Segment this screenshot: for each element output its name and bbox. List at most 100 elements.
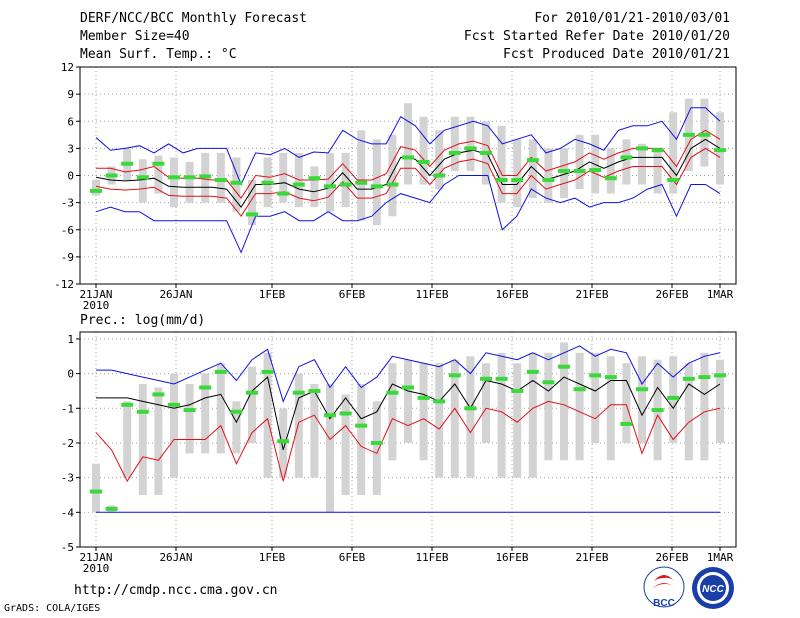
x-tick-label-prec: 1MAR — [707, 551, 734, 564]
median-marker-temp — [558, 168, 570, 173]
upper-line-temp — [96, 129, 721, 199]
median-marker-temp — [667, 178, 680, 183]
spread-box-prec — [154, 387, 163, 495]
median-marker-temp — [620, 155, 633, 160]
median-marker-temp — [682, 132, 695, 137]
x-tick-label-temp: 1MAR — [707, 288, 734, 301]
produced-date: Fcst Produced Date 2010/01/21 — [503, 47, 730, 62]
x-tick-label-temp: 6FEB — [339, 288, 366, 301]
spread-box-temp — [544, 148, 553, 203]
spread-box-temp — [92, 180, 100, 196]
median-marker-prec — [511, 388, 524, 393]
spread-box-prec — [466, 356, 475, 478]
y-tick-label-prec: 1 — [67, 333, 74, 346]
x-tick-label-prec: 21FEB — [575, 551, 608, 564]
median-marker-prec — [121, 402, 134, 407]
spread-box-prec — [435, 363, 444, 478]
median-marker-temp — [168, 175, 180, 180]
median-marker-prec — [292, 390, 305, 395]
x-tick-label-prec: 11FEB — [415, 551, 448, 564]
median-marker-temp — [542, 178, 555, 183]
spread-box-prec — [232, 401, 241, 454]
y-tick-label-temp: -9 — [61, 251, 74, 264]
grads-credit: GrADS: COLA/IGES — [4, 603, 101, 614]
median-marker-prec — [682, 376, 695, 381]
bcc-logo-icon: BCC — [643, 566, 685, 609]
spread-box-prec — [560, 342, 568, 461]
median-marker-prec — [230, 409, 243, 414]
median-marker-prec — [667, 395, 680, 400]
median-marker-prec — [417, 395, 430, 400]
spread-box-prec — [185, 384, 194, 454]
x-tick-label-temp: 26JAN — [159, 288, 192, 301]
median-marker-temp — [355, 180, 368, 185]
median-marker-temp — [573, 168, 586, 173]
spread-box-prec — [201, 373, 210, 454]
median-marker-temp — [698, 132, 711, 137]
x-tick-sublabel-temp: 2010 — [83, 299, 110, 312]
spread-box-temp — [216, 152, 225, 203]
spread-box-prec — [123, 401, 132, 478]
median-marker-prec — [480, 376, 492, 381]
spread-box-prec — [497, 352, 506, 478]
spread-box-temp — [419, 116, 428, 185]
start-date: Fcst Started Refer Date 2010/01/20 — [463, 29, 730, 44]
median-marker-prec — [168, 402, 180, 407]
median-marker-prec — [402, 385, 414, 390]
x-tick-label-prec: 16FEB — [495, 551, 528, 564]
median-marker-temp — [402, 155, 414, 160]
spread-box-prec — [591, 352, 600, 443]
y-tick-label-temp: 0 — [67, 170, 74, 183]
x-tick-label-prec: 6FEB — [339, 551, 366, 564]
y-tick-label-prec: -4 — [61, 506, 75, 519]
median-marker-temp — [121, 161, 134, 166]
spread-box-prec — [404, 359, 412, 443]
member-size: Member Size=40 — [80, 29, 190, 44]
median-marker-prec — [152, 392, 165, 397]
spread-box-temp — [404, 103, 412, 185]
y-tick-label-prec: -1 — [61, 402, 74, 415]
spread-box-temp — [528, 139, 537, 199]
median-marker-prec — [464, 406, 477, 411]
y-tick-label-temp: 3 — [67, 142, 74, 155]
y-tick-label-prec: -2 — [61, 437, 74, 450]
spread-box-temp — [669, 112, 678, 194]
ncc-logo-icon: NCC — [692, 567, 734, 609]
median-marker-temp — [105, 173, 118, 178]
spread-box-temp — [700, 98, 709, 167]
spread-box-temp — [497, 125, 506, 203]
spread-box-temp — [638, 143, 646, 185]
spread-box-temp — [138, 159, 147, 203]
median-marker-temp — [526, 158, 539, 163]
x-tick-label-temp: 1FEB — [259, 288, 286, 301]
x-tick-label-temp: 26FEB — [655, 288, 688, 301]
median-marker-temp — [448, 150, 461, 155]
spread-box-prec — [138, 384, 147, 495]
median-marker-prec — [214, 369, 227, 374]
spread-box-temp — [606, 148, 615, 194]
median-marker-temp — [480, 150, 492, 155]
spread-box-temp — [326, 152, 334, 212]
spread-box-prec — [513, 363, 522, 478]
spread-box-temp — [248, 180, 256, 226]
spread-box-prec — [622, 363, 631, 443]
max-line-temp — [95, 107, 721, 186]
x-tick-label-temp: 21FEB — [575, 288, 608, 301]
median-marker-temp — [511, 178, 524, 183]
footer-url[interactable]: http://cmdp.ncc.cma.gov.cn — [74, 583, 278, 598]
spread-box-temp — [435, 130, 444, 190]
spread-box-temp — [170, 157, 178, 208]
spread-box-temp — [372, 139, 381, 226]
median-marker-prec — [651, 408, 664, 413]
spread-box-prec — [606, 356, 615, 461]
median-marker-temp — [292, 182, 305, 187]
y-tick-label-temp: 6 — [67, 115, 74, 128]
median-marker-prec — [246, 390, 258, 395]
median-marker-prec — [542, 380, 555, 385]
y-tick-label-prec: -5 — [61, 541, 74, 554]
x-tick-label-temp: 16FEB — [495, 288, 528, 301]
median-marker-temp — [386, 182, 399, 187]
spread-box-prec — [388, 363, 397, 461]
x-tick-label-temp: 11FEB — [415, 288, 448, 301]
y-tick-label-temp: -12 — [54, 278, 74, 291]
